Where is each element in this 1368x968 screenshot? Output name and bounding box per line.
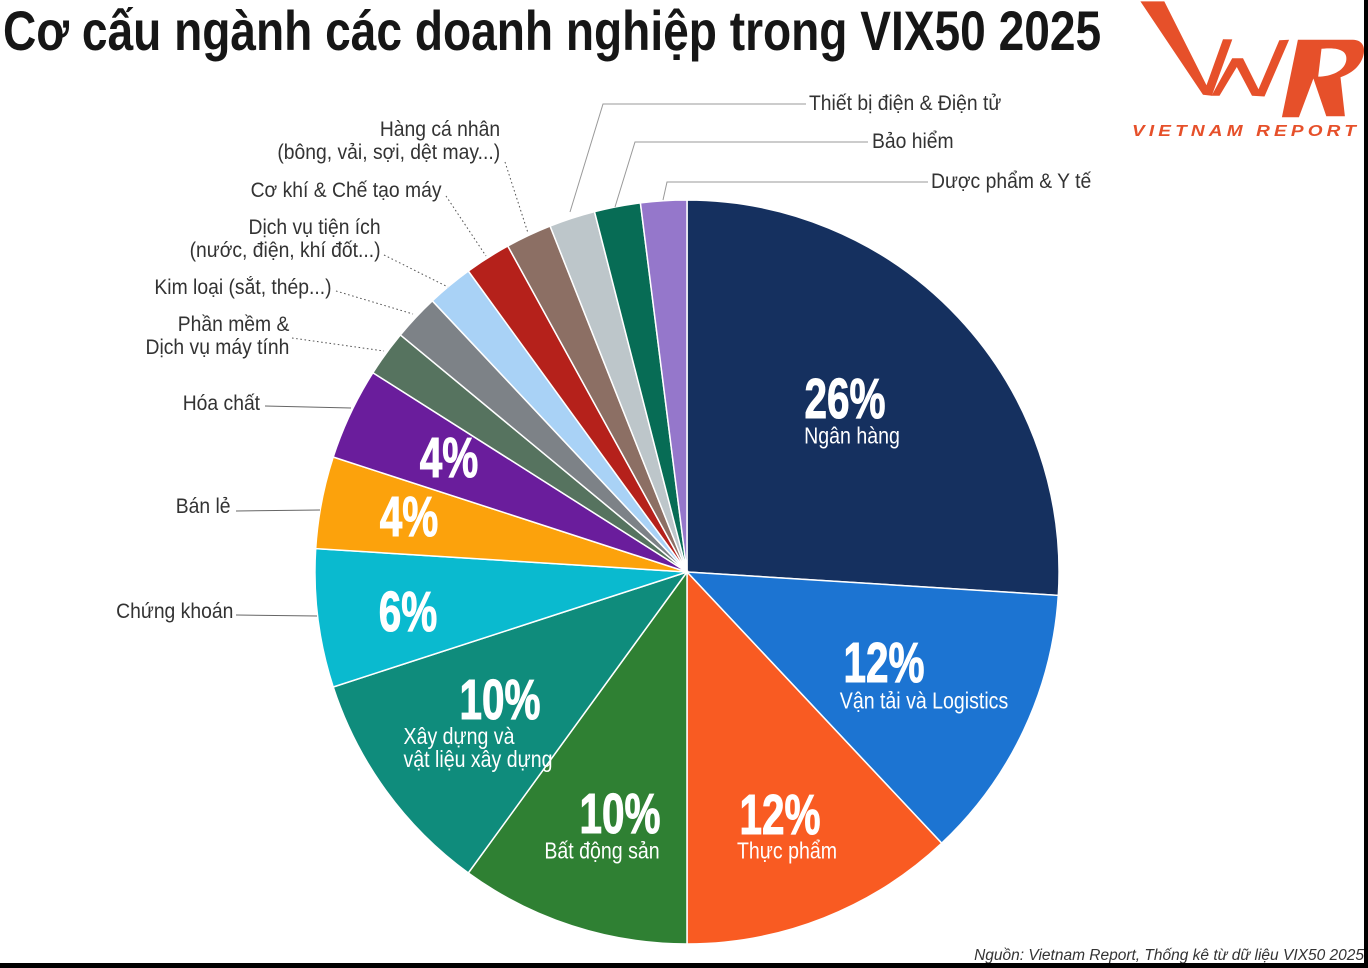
svg-text:VIETNAM REPORT: VIETNAM REPORT <box>1132 123 1360 140</box>
